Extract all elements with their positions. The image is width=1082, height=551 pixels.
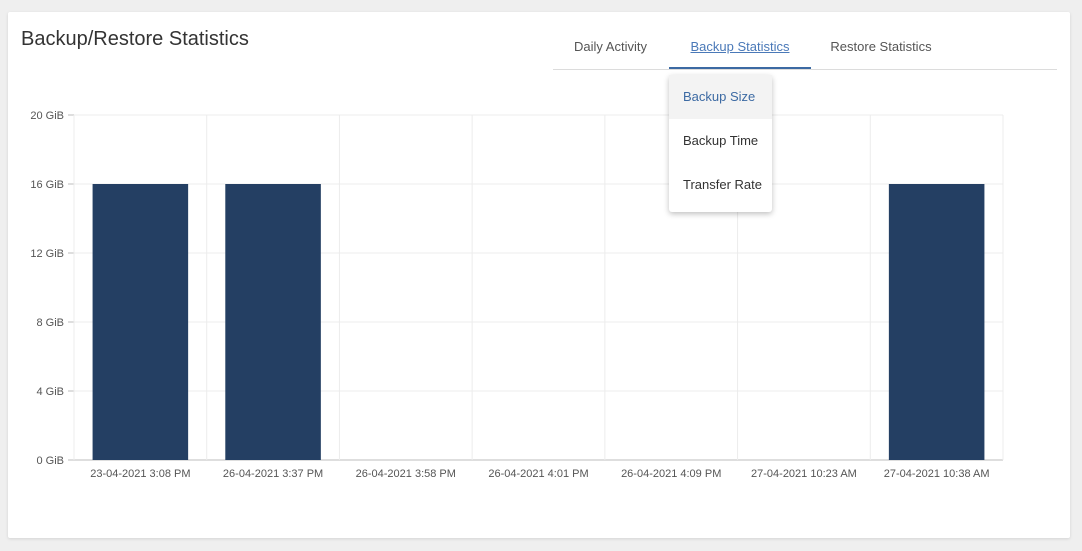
tab-daily-activity[interactable]: Daily Activity — [574, 39, 647, 54]
backup-statistics-dropdown: Backup Size Backup Time Transfer Rate — [669, 75, 772, 212]
menu-item-transfer-rate[interactable]: Transfer Rate — [683, 177, 762, 192]
bar — [92, 184, 189, 460]
x-tick-label: 27-04-2021 10:23 AM — [751, 468, 857, 480]
menu-item-backup-time[interactable]: Backup Time — [683, 133, 759, 148]
x-tick-label: 26-04-2021 3:58 PM — [356, 468, 456, 480]
y-tick-label: 0 GiB — [36, 455, 64, 467]
statistics-card: Backup/Restore Statistics Daily Activity… — [8, 12, 1070, 538]
y-tick-label: 4 GiB — [36, 386, 64, 398]
tab-restore-statistics[interactable]: Restore Statistics — [830, 39, 932, 54]
x-tick-label: 23-04-2021 3:08 PM — [90, 468, 190, 480]
tab-backup-statistics[interactable]: Backup Statistics — [669, 34, 811, 69]
menu-item-backup-size[interactable]: Backup Size — [669, 75, 772, 119]
y-tick-label: 12 GiB — [30, 248, 64, 260]
backup-size-chart: 0 GiB 4 GiB 8 GiB 12 GiB 16 GiB 20 GiB 23-04-2… — [30, 110, 1004, 480]
bar — [888, 184, 985, 460]
x-tick-label: 26-04-2021 4:01 PM — [488, 468, 588, 480]
x-tick-label: 27-04-2021 10:38 AM — [884, 468, 990, 480]
y-tick-label: 8 GiB — [36, 317, 64, 329]
tab-bar: Daily Activity Backup Statistics Restore… — [553, 34, 1057, 70]
x-tick-label: 26-04-2021 4:09 PM — [621, 468, 721, 480]
y-tick-label: 16 GiB — [30, 179, 64, 191]
page-title: Backup/Restore Statistics — [21, 28, 249, 50]
bar — [225, 184, 321, 460]
y-tick-label: 20 GiB — [30, 110, 64, 122]
x-tick-label: 26-04-2021 3:37 PM — [223, 468, 323, 480]
